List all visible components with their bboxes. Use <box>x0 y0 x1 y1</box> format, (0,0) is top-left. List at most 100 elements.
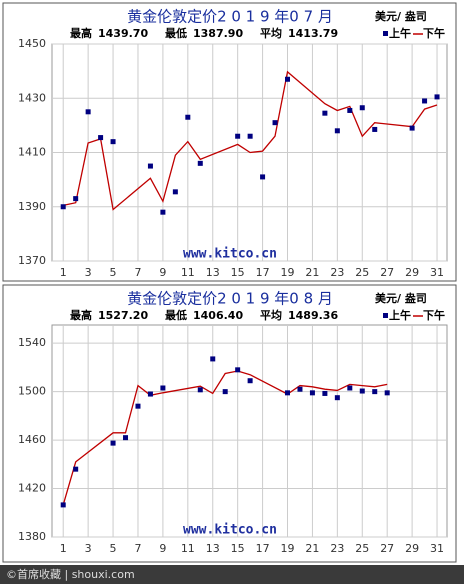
marker <box>309 390 315 396</box>
legend-label: 下午 <box>423 308 445 322</box>
legend-label: 上午 <box>389 308 411 322</box>
x-tick-label: 25 <box>355 542 369 555</box>
marker <box>110 440 116 446</box>
stat-value: 1413.79 <box>288 27 338 40</box>
y-tick-label: 1410 <box>18 146 46 159</box>
x-tick-label: 27 <box>380 266 394 279</box>
marker <box>272 120 278 126</box>
x-tick-label: 21 <box>305 542 319 555</box>
x-tick-label: 13 <box>206 542 220 555</box>
stat-value: 1387.90 <box>193 27 243 40</box>
x-tick-label: 11 <box>181 542 195 555</box>
x-tick-label: 17 <box>256 266 270 279</box>
watermark: www.kitco.cn <box>183 247 277 262</box>
x-tick-label: 23 <box>330 542 344 555</box>
x-tick-label: 31 <box>430 542 444 555</box>
marker <box>285 76 291 82</box>
y-tick-label: 1370 <box>18 254 46 267</box>
plot-area <box>51 324 448 538</box>
stat-value: 1406.40 <box>193 309 243 322</box>
marker <box>334 395 340 401</box>
marker <box>285 390 291 396</box>
stat-name: 最低 <box>165 26 187 40</box>
x-tick-label: 17 <box>256 542 270 555</box>
marker <box>384 390 390 396</box>
y-tick-label: 1460 <box>18 433 46 446</box>
x-tick-label: 19 <box>281 266 295 279</box>
marker <box>247 378 253 384</box>
x-tick-label: 1 <box>60 542 67 555</box>
x-tick-label: 9 <box>159 266 166 279</box>
stat-name: 平均 <box>260 26 282 40</box>
legend-swatch <box>383 31 388 36</box>
x-tick-label: 9 <box>159 542 166 555</box>
x-tick-label: 13 <box>206 266 220 279</box>
marker <box>73 196 79 202</box>
y-tick-label: 1430 <box>18 91 46 104</box>
marker <box>147 163 153 169</box>
x-tick-label: 29 <box>405 542 419 555</box>
chart-title: 黄金伦敦定价2 0 1 9 年0 7 月 <box>127 8 333 26</box>
marker <box>434 94 440 100</box>
marker <box>123 435 129 441</box>
marker <box>110 139 116 145</box>
x-tick-label: 23 <box>330 266 344 279</box>
legend-label: 下午 <box>423 26 445 40</box>
marker <box>185 114 191 120</box>
marker <box>359 105 365 111</box>
marker <box>160 209 166 215</box>
x-tick-label: 21 <box>305 266 319 279</box>
stat-name: 最高 <box>70 26 92 40</box>
y-tick-label: 1390 <box>18 200 46 213</box>
y-tick-label: 1500 <box>18 385 46 398</box>
marker <box>322 390 328 396</box>
marker <box>147 391 153 397</box>
x-tick-label: 15 <box>231 266 245 279</box>
stat-name: 最低 <box>165 308 187 322</box>
marker <box>409 125 415 131</box>
marker <box>247 133 253 139</box>
legend-label: 上午 <box>389 26 411 40</box>
x-tick-label: 25 <box>355 266 369 279</box>
marker <box>260 174 266 180</box>
x-tick-label: 29 <box>405 266 419 279</box>
stat-name: 平均 <box>260 308 282 322</box>
marker <box>359 388 365 394</box>
line <box>63 70 438 211</box>
stat-value: 1527.20 <box>98 309 148 322</box>
marker <box>372 126 378 132</box>
marker <box>347 385 353 391</box>
x-tick-label: 15 <box>231 542 245 555</box>
stat-name: 最高 <box>70 308 92 322</box>
marker <box>73 466 79 472</box>
marker <box>98 135 104 141</box>
footer-bar <box>0 565 464 584</box>
marker <box>322 110 328 116</box>
marker <box>222 389 228 395</box>
x-tick-label: 5 <box>110 542 117 555</box>
x-tick-label: 3 <box>85 266 92 279</box>
x-tick-label: 7 <box>134 542 141 555</box>
x-tick-label: 1 <box>60 266 67 279</box>
y-tick-label: 1540 <box>18 336 46 349</box>
stat-value: 1439.70 <box>98 27 148 40</box>
marker <box>235 133 241 139</box>
marker <box>160 385 166 391</box>
marker <box>172 189 178 195</box>
stat-value: 1489.36 <box>288 309 338 322</box>
marker <box>297 386 303 392</box>
x-tick-label: 31 <box>430 266 444 279</box>
marker <box>85 109 91 115</box>
y-tick-label: 1420 <box>18 482 46 495</box>
marker <box>197 387 203 393</box>
unit-label: 美元/ 盎司 <box>375 291 427 305</box>
marker <box>60 502 66 508</box>
unit-label: 美元/ 盎司 <box>375 9 427 23</box>
marker <box>347 107 353 113</box>
x-tick-label: 5 <box>110 266 117 279</box>
chart-title: 黄金伦敦定价2 0 1 9 年0 8 月 <box>127 290 333 308</box>
y-tick-label: 1380 <box>18 530 46 543</box>
legend-swatch <box>383 313 388 318</box>
marker <box>422 98 428 104</box>
watermark: www.kitco.cn <box>183 523 277 538</box>
